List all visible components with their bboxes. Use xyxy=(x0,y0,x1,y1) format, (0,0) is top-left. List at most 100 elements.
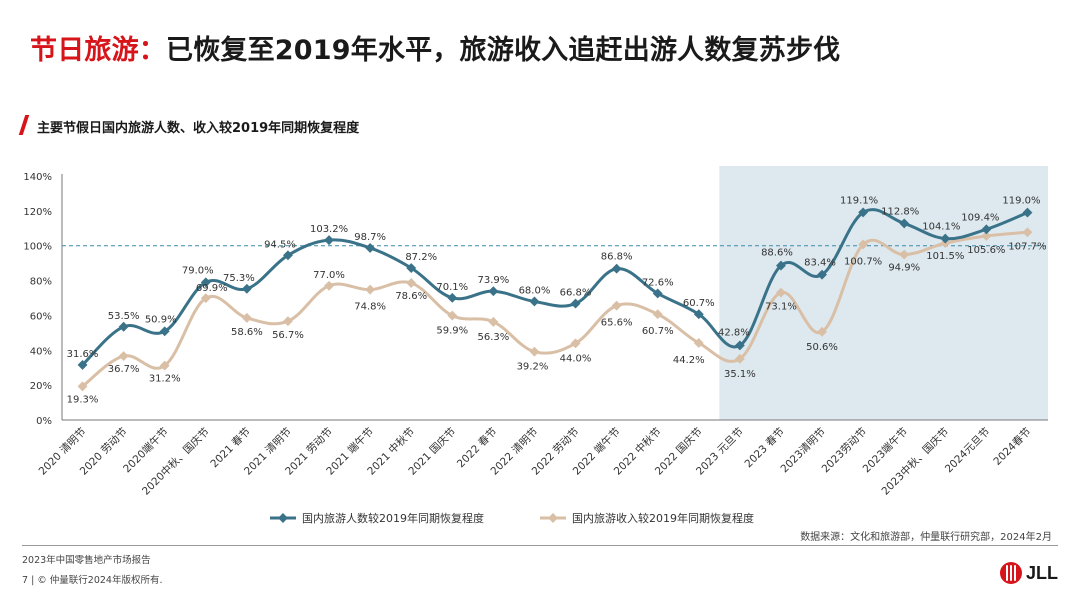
visitors-data-label: 104.1% xyxy=(922,222,960,233)
visitors-marker xyxy=(200,277,211,288)
y-tick-label: 100% xyxy=(23,242,52,253)
income-data-label: 107.7% xyxy=(1008,241,1046,252)
visitors-marker xyxy=(899,218,910,229)
visitors-data-label: 86.8% xyxy=(601,252,633,263)
legend-marker xyxy=(278,513,288,523)
visitors-data-label: 42.8% xyxy=(718,327,750,338)
data-source: 数据来源：文化和旅游部，仲量联行研究部，2024年2月 xyxy=(800,532,1052,543)
income-data-label: 39.2% xyxy=(517,362,549,373)
y-tick-label: 0% xyxy=(36,416,52,427)
income-data-label: 35.1% xyxy=(724,369,756,380)
income-data-label: 44.0% xyxy=(560,353,592,364)
income-marker xyxy=(241,312,252,323)
visitors-data-label: 73.9% xyxy=(477,275,509,286)
income-data-label: 94.9% xyxy=(888,263,920,274)
chart-subtitle: 主要节假日国内旅游人数、收入较2019年同期恢复程度 xyxy=(37,121,360,136)
income-data-label: 44.2% xyxy=(673,355,705,366)
income-data-label: 78.6% xyxy=(395,291,427,302)
income-marker xyxy=(365,284,376,295)
income-marker xyxy=(529,346,540,357)
visitors-data-label: 109.4% xyxy=(961,212,999,223)
visitors-data-label: 98.7% xyxy=(354,232,386,243)
income-marker xyxy=(776,287,786,298)
visitors-data-label: 87.2% xyxy=(405,252,437,263)
x-tick-label: 2023中秋、国庆节 xyxy=(879,425,952,498)
visitors-marker xyxy=(159,326,170,337)
legend-marker xyxy=(548,513,558,523)
page-title: 节日旅游：已恢复至2019年水平，旅游收入追赶出游人数复苏步伐 xyxy=(30,28,840,67)
visitors-marker xyxy=(734,340,745,351)
income-data-label: 36.7% xyxy=(108,364,140,375)
income-marker xyxy=(159,360,170,371)
visitors-data-label: 94.5% xyxy=(264,239,296,250)
visitors-marker xyxy=(940,233,951,244)
visitors-data-label: 68.0% xyxy=(519,285,551,296)
y-tick-label: 120% xyxy=(23,207,52,218)
visitors-marker xyxy=(241,283,252,294)
income-data-label: 73.1% xyxy=(765,302,797,313)
jll-logo: JLL xyxy=(999,562,1058,584)
visitors-data-label: 60.7% xyxy=(683,298,715,309)
visitors-marker xyxy=(693,309,704,320)
income-data-label: 56.3% xyxy=(477,332,509,343)
income-marker xyxy=(200,293,211,304)
visitors-marker xyxy=(817,269,827,280)
visitors-marker xyxy=(447,292,458,303)
page-title-lead: 节日旅游： xyxy=(30,35,166,66)
income-data-label: 69.9% xyxy=(196,283,228,294)
income-marker xyxy=(652,309,663,320)
visitors-data-label: 83.4% xyxy=(804,258,836,269)
visitors-data-label: 103.2% xyxy=(310,224,348,235)
legend-label: 国内旅游收入较2019年同期恢复程度 xyxy=(572,511,754,525)
visitors-marker xyxy=(652,288,663,299)
income-marker xyxy=(324,280,334,291)
visitors-data-label: 79.0% xyxy=(182,265,214,276)
footer-divider xyxy=(22,545,1058,546)
income-data-label: 56.7% xyxy=(272,330,304,341)
visitors-data-label: 75.3% xyxy=(223,273,255,284)
income-data-label: 59.9% xyxy=(436,326,468,337)
y-tick-label: 20% xyxy=(30,381,52,392)
income-data-label: 58.6% xyxy=(231,327,263,338)
visitors-marker xyxy=(570,298,581,309)
income-data-label: 77.0% xyxy=(313,270,345,281)
visitors-marker xyxy=(776,260,786,271)
legend-label: 国内旅游人数较2019年同期恢复程度 xyxy=(302,511,484,525)
income-marker xyxy=(858,239,869,250)
y-tick-label: 60% xyxy=(30,311,52,322)
visitors-marker xyxy=(981,224,992,235)
jll-logo-icon xyxy=(999,562,1022,584)
visitors-marker xyxy=(858,207,869,218)
visitors-data-label: 119.0% xyxy=(1002,196,1040,207)
income-data-label: 60.7% xyxy=(642,326,674,337)
income-marker xyxy=(817,326,827,337)
y-tick-label: 40% xyxy=(30,346,52,357)
visitors-data-label: 112.8% xyxy=(881,206,919,217)
income-data-label: 101.5% xyxy=(926,251,964,262)
income-data-label: 19.3% xyxy=(67,394,99,405)
income-data-label: 74.8% xyxy=(354,302,386,313)
visitors-data-label: 72.6% xyxy=(642,277,674,288)
visitors-marker xyxy=(611,263,622,274)
jll-logo-text: JLL xyxy=(1025,562,1058,583)
subtitle-accent-bar xyxy=(18,115,30,135)
income-marker xyxy=(447,310,458,321)
income-data-label: 31.2% xyxy=(149,374,181,385)
income-marker xyxy=(570,338,581,349)
visitors-data-label: 70.1% xyxy=(436,282,468,293)
x-tick-label: 2024春节 xyxy=(991,426,1033,468)
visitors-data-label: 53.5% xyxy=(108,311,140,322)
income-marker xyxy=(611,300,622,311)
income-marker xyxy=(734,353,745,364)
visitors-marker xyxy=(488,286,499,297)
income-marker xyxy=(118,351,129,361)
income-marker xyxy=(693,338,704,348)
visitors-data-label: 50.9% xyxy=(145,314,177,325)
income-data-label: 65.6% xyxy=(601,318,633,329)
visitors-marker xyxy=(365,243,376,253)
income-marker xyxy=(981,231,992,241)
copyright: 7 | © 仲量联行2024年版权所有. xyxy=(22,575,163,586)
visitors-data-label: 119.1% xyxy=(840,195,878,206)
report-name: 2023年中国零售地产市场报告 xyxy=(22,555,151,566)
